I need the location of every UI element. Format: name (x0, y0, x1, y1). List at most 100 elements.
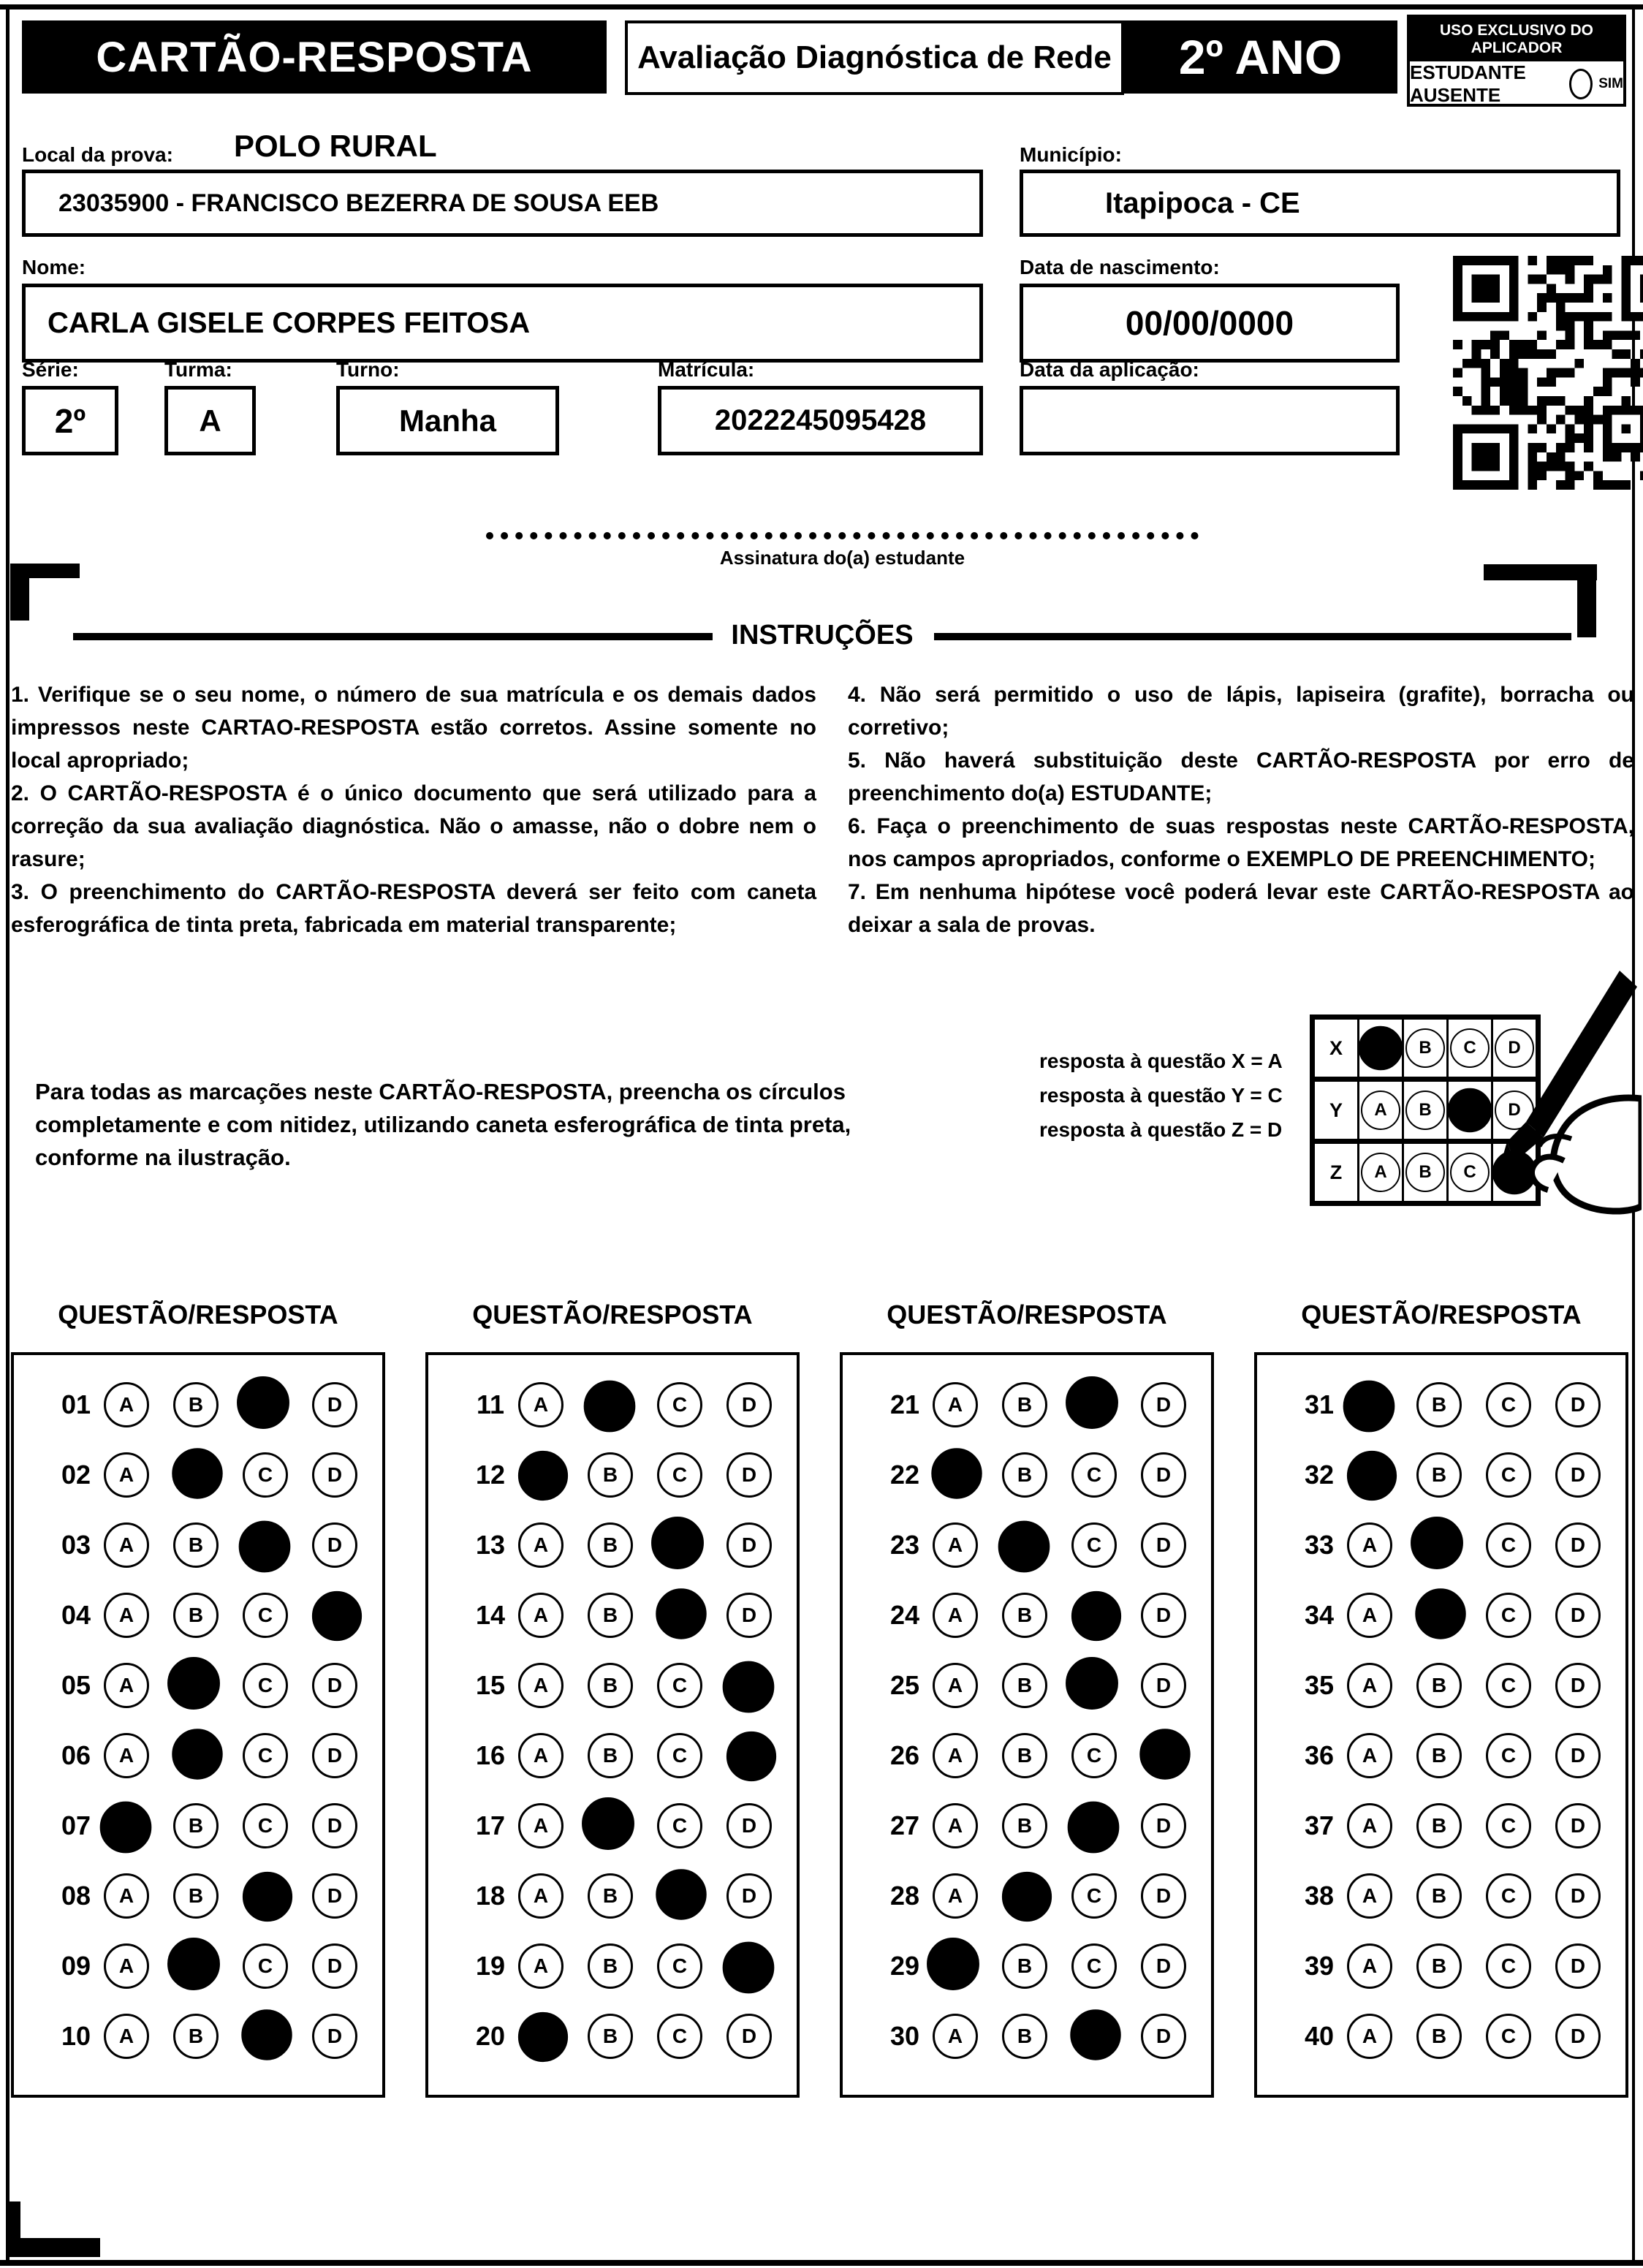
bubble-32-B[interactable]: B (1416, 1452, 1462, 1498)
bubble-19-C[interactable]: C (657, 1943, 702, 1989)
bubble-33-C[interactable]: C (1486, 1522, 1531, 1568)
bubble-18-B[interactable]: B (588, 1873, 633, 1919)
bubble-03-B[interactable]: B (173, 1522, 219, 1568)
bubble-30-D[interactable]: D (1141, 2014, 1186, 2059)
bubble-24-D[interactable]: D (1141, 1593, 1186, 1638)
bubble-09-B[interactable] (167, 1938, 220, 1990)
bubble-20-C[interactable]: C (657, 2014, 702, 2059)
bubble-21-C[interactable] (1066, 1376, 1118, 1429)
bubble-27-B[interactable]: B (1002, 1803, 1047, 1848)
bubble-34-B[interactable] (1415, 1588, 1466, 1639)
bubble-05-D[interactable]: D (312, 1663, 357, 1708)
bubble-38-C[interactable]: C (1486, 1873, 1531, 1919)
bubble-11-C[interactable]: C (657, 1382, 702, 1427)
bubble-14-D[interactable]: D (726, 1593, 772, 1638)
bubble-17-D[interactable]: D (726, 1803, 772, 1848)
bubble-40-C[interactable]: C (1486, 2014, 1531, 2059)
bubble-18-D[interactable]: D (726, 1873, 772, 1919)
bubble-24-A[interactable]: A (933, 1593, 978, 1638)
bubble-13-B[interactable]: B (588, 1522, 633, 1568)
bubble-04-A[interactable]: A (104, 1593, 149, 1638)
bubble-01-B[interactable]: B (173, 1382, 219, 1427)
bubble-26-B[interactable]: B (1002, 1733, 1047, 1778)
bubble-25-D[interactable]: D (1141, 1663, 1186, 1708)
bubble-01-D[interactable]: D (312, 1382, 357, 1427)
bubble-24-B[interactable]: B (1002, 1593, 1047, 1638)
bubble-34-A[interactable]: A (1347, 1593, 1392, 1638)
bubble-32-D[interactable]: D (1555, 1452, 1601, 1498)
bubble-23-C[interactable]: C (1071, 1522, 1117, 1568)
bubble-02-C[interactable]: C (243, 1452, 288, 1498)
bubble-37-A[interactable]: A (1347, 1803, 1392, 1848)
bubble-32-A[interactable] (1346, 1450, 1397, 1501)
bubble-01-A[interactable]: A (104, 1382, 149, 1427)
bubble-33-A[interactable]: A (1347, 1522, 1392, 1568)
bubble-33-B[interactable] (1411, 1517, 1463, 1569)
bubble-38-A[interactable]: A (1347, 1873, 1392, 1919)
bubble-11-A[interactable]: A (518, 1382, 564, 1427)
bubble-29-D[interactable]: D (1141, 1943, 1186, 1989)
bubble-10-B[interactable]: B (173, 2014, 219, 2059)
bubble-35-A[interactable]: A (1347, 1663, 1392, 1708)
bubble-22-C[interactable]: C (1071, 1452, 1117, 1498)
bubble-38-B[interactable]: B (1416, 1873, 1462, 1919)
bubble-09-C[interactable]: C (243, 1943, 288, 1989)
bubble-39-B[interactable]: B (1416, 1943, 1462, 1989)
bubble-15-D[interactable] (722, 1661, 775, 1713)
bubble-01-C[interactable] (237, 1376, 289, 1429)
bubble-25-B[interactable]: B (1002, 1663, 1047, 1708)
bubble-16-D[interactable] (726, 1731, 777, 1782)
bubble-06-C[interactable]: C (243, 1733, 288, 1778)
bubble-12-B[interactable]: B (588, 1452, 633, 1498)
bubble-13-A[interactable]: A (518, 1522, 564, 1568)
bubble-02-D[interactable]: D (312, 1452, 357, 1498)
bubble-28-A[interactable]: A (933, 1873, 978, 1919)
bubble-38-D[interactable]: D (1555, 1873, 1601, 1919)
bubble-19-A[interactable]: A (518, 1943, 564, 1989)
bubble-23-D[interactable]: D (1141, 1522, 1186, 1568)
bubble-36-D[interactable]: D (1555, 1733, 1601, 1778)
bubble-19-D[interactable] (722, 1941, 775, 1994)
bubble-18-A[interactable]: A (518, 1873, 564, 1919)
bubble-21-B[interactable]: B (1002, 1382, 1047, 1427)
bubble-28-B[interactable] (1001, 1871, 1052, 1922)
bubble-07-A[interactable] (99, 1801, 152, 1854)
bubble-03-A[interactable]: A (104, 1522, 149, 1568)
bubble-23-B[interactable] (998, 1520, 1050, 1573)
bubble-11-D[interactable]: D (726, 1382, 772, 1427)
bubble-05-A[interactable]: A (104, 1663, 149, 1708)
bubble-22-D[interactable]: D (1141, 1452, 1186, 1498)
bubble-27-D[interactable]: D (1141, 1803, 1186, 1848)
bubble-29-B[interactable]: B (1002, 1943, 1047, 1989)
bubble-28-D[interactable]: D (1141, 1873, 1186, 1919)
bubble-20-D[interactable]: D (726, 2014, 772, 2059)
bubble-31-B[interactable]: B (1416, 1382, 1462, 1427)
bubble-20-B[interactable]: B (588, 2014, 633, 2059)
bubble-08-A[interactable]: A (104, 1873, 149, 1919)
bubble-16-C[interactable]: C (657, 1733, 702, 1778)
bubble-07-D[interactable]: D (312, 1803, 357, 1848)
bubble-06-A[interactable]: A (104, 1733, 149, 1778)
bubble-18-C[interactable] (656, 1869, 707, 1920)
bubble-26-C[interactable]: C (1071, 1733, 1117, 1778)
bubble-35-D[interactable]: D (1555, 1663, 1601, 1708)
bubble-13-D[interactable]: D (726, 1522, 772, 1568)
bubble-31-D[interactable]: D (1555, 1382, 1601, 1427)
bubble-10-A[interactable]: A (104, 2014, 149, 2059)
bubble-06-B[interactable] (172, 1729, 223, 1780)
bubble-15-C[interactable]: C (657, 1663, 702, 1708)
bubble-34-D[interactable]: D (1555, 1593, 1601, 1638)
bubble-05-B[interactable] (167, 1657, 220, 1710)
bubble-40-B[interactable]: B (1416, 2014, 1462, 2059)
bubble-16-A[interactable]: A (518, 1733, 564, 1778)
bubble-08-B[interactable]: B (173, 1873, 219, 1919)
bubble-28-C[interactable]: C (1071, 1873, 1117, 1919)
bubble-37-C[interactable]: C (1486, 1803, 1531, 1848)
bubble-20-A[interactable] (517, 2011, 569, 2063)
bubble-36-C[interactable]: C (1486, 1733, 1531, 1778)
bubble-30-C[interactable] (1070, 2009, 1121, 2060)
bubble-06-D[interactable]: D (312, 1733, 357, 1778)
bubble-16-B[interactable]: B (588, 1733, 633, 1778)
bubble-13-C[interactable] (651, 1517, 704, 1569)
bubble-25-C[interactable] (1066, 1657, 1118, 1710)
